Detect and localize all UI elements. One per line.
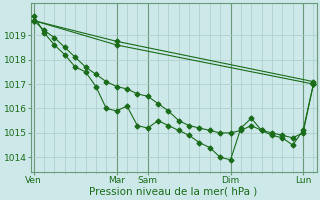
- X-axis label: Pression niveau de la mer( hPa ): Pression niveau de la mer( hPa ): [90, 187, 258, 197]
